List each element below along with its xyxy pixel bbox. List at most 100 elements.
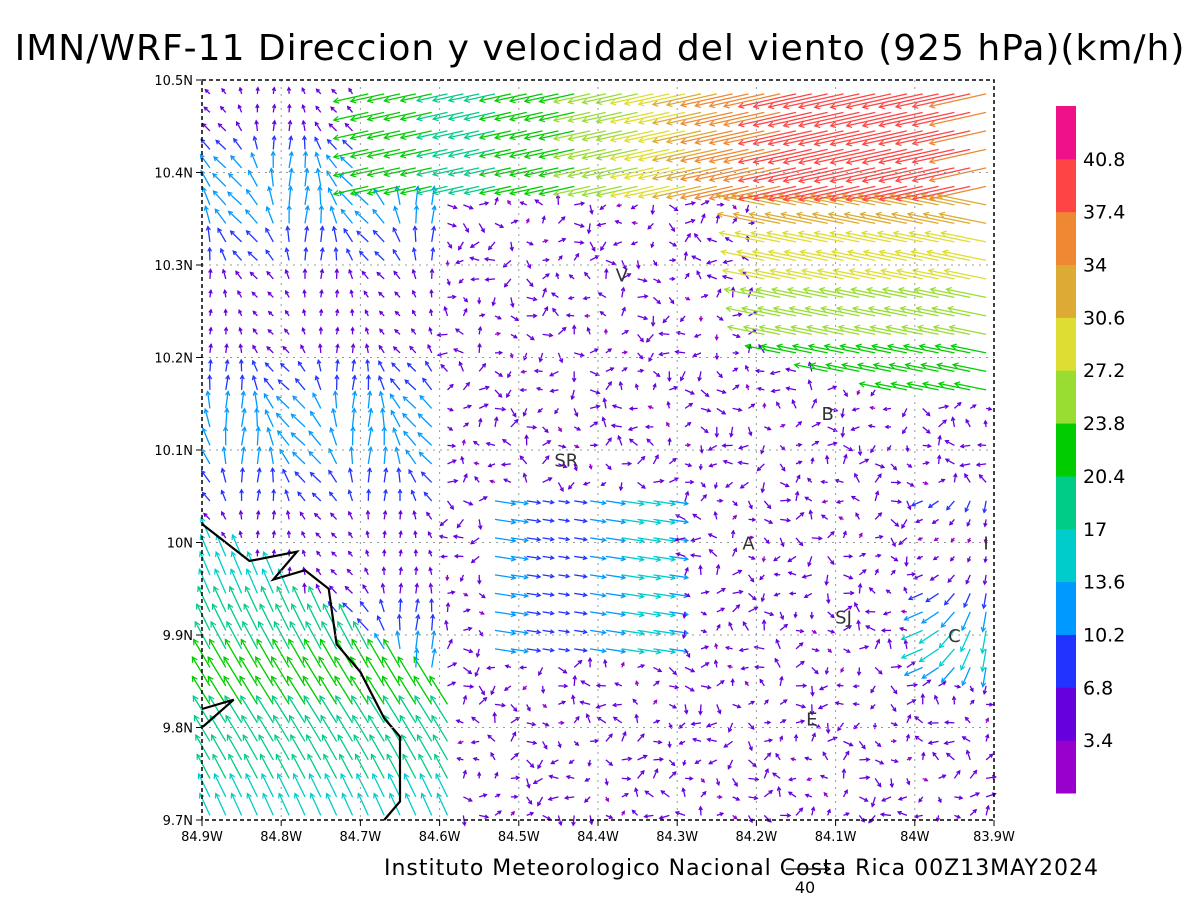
wind-arrow: [779, 537, 785, 547]
wind-arrow-head: [752, 139, 760, 147]
wind-arrow: [538, 667, 544, 676]
wind-arrow-head: [907, 505, 912, 511]
wind-arrow: [213, 773, 227, 798]
wind-arrow: [423, 491, 433, 502]
wind-arrow-head: [980, 682, 987, 688]
wind-arrow-head: [670, 611, 677, 618]
wind-arrow: [400, 185, 432, 194]
wind-arrow: [902, 326, 939, 336]
wind-arrow: [215, 793, 227, 816]
wind-arrow-head: [752, 158, 760, 165]
wind-arrow-head: [532, 296, 538, 302]
wind-arrow-head: [282, 468, 287, 474]
wind-arrow-head: [706, 237, 712, 243]
wind-arrow-head: [565, 592, 571, 597]
wind-arrow: [739, 648, 749, 652]
wind-arrow: [588, 223, 591, 234]
wind-arrow-head: [412, 225, 418, 231]
wind-arrow-head: [706, 274, 712, 279]
wind-arrow: [478, 519, 482, 530]
wind-arrow-head: [601, 648, 607, 654]
wind-arrow-head: [403, 430, 409, 436]
wind-arrow-head: [775, 638, 780, 644]
wind-arrow-head: [397, 597, 403, 603]
wind-arrow-head: [733, 501, 738, 507]
wind-arrow: [827, 593, 830, 603]
wind-arrow-head: [319, 225, 325, 231]
wind-arrow-head: [238, 358, 244, 364]
wind-arrow-head: [761, 558, 766, 563]
wind-arrow: [385, 734, 401, 761]
wind-arrow-head: [760, 343, 767, 350]
wind-arrow-head: [386, 753, 393, 760]
wind-arrow-head: [717, 709, 722, 715]
wind-arrow-head: [392, 427, 398, 433]
wind-arrow-head: [565, 518, 571, 523]
wind-arrow-head: [205, 225, 211, 231]
wind-arrow-head: [307, 753, 313, 760]
wind-arrow: [488, 241, 496, 250]
wind-arrow-head: [825, 192, 833, 200]
wind-arrow-head: [766, 720, 772, 725]
wind-arrow: [526, 333, 535, 341]
wind-arrow: [691, 537, 702, 542]
wind-arrow-head: [379, 328, 384, 333]
wind-arrow: [340, 156, 353, 169]
wind-arrow: [436, 793, 449, 816]
wind-arrow: [763, 500, 772, 509]
wind-arrow: [941, 666, 955, 683]
wind-arrow: [692, 738, 702, 743]
wind-arrow: [431, 226, 435, 243]
wind-arrow: [886, 326, 923, 336]
wind-arrow-head: [255, 425, 261, 432]
wind-arrow: [700, 407, 711, 412]
wind-arrow-head: [890, 211, 898, 219]
wind-arrow: [487, 666, 496, 669]
wind-arrow: [666, 167, 717, 180]
wind-arrow-head: [545, 257, 550, 263]
wind-arrow: [222, 269, 227, 280]
wind-arrow: [393, 270, 401, 280]
wind-arrow-head: [251, 359, 257, 365]
wind-arrow-head: [271, 119, 277, 125]
wind-arrow: [891, 382, 923, 391]
wind-arrow-head: [195, 733, 201, 741]
wind-arrow-head: [689, 687, 695, 692]
wind-arrow-head: [772, 305, 780, 313]
x-tick-label: 84.8W: [260, 830, 302, 845]
wind-arrow: [605, 555, 626, 560]
wind-arrow: [278, 569, 290, 594]
wind-arrow-head: [567, 98, 574, 105]
wind-arrow-head: [413, 656, 420, 663]
wind-arrow: [431, 247, 434, 261]
wind-arrow: [280, 363, 290, 372]
wind-arrow-head: [696, 270, 701, 275]
y-tick-label: 10.4N: [154, 167, 193, 182]
wind-arrow-head: [203, 512, 208, 518]
wind-arrow: [637, 611, 661, 617]
wind-arrow-head: [399, 189, 407, 196]
wind-arrow-head: [446, 281, 451, 286]
wind-arrow-head: [567, 172, 574, 179]
wind-arrow-head: [721, 274, 727, 280]
wind-arrow: [929, 130, 987, 145]
wind-arrow-head: [788, 591, 794, 596]
wind-arrow: [414, 226, 417, 242]
wind-arrow: [795, 720, 805, 724]
wind-arrow: [485, 258, 496, 262]
wind-arrow: [315, 152, 322, 169]
wind-arrow-head: [510, 648, 517, 655]
wind-arrow: [432, 167, 464, 176]
wind-arrow: [699, 806, 702, 816]
wind-arrow-head: [545, 273, 550, 278]
wind-arrow-head: [328, 447, 334, 454]
wind-arrow: [223, 676, 243, 705]
wind-arrow-head: [896, 480, 902, 485]
wind-arrow: [684, 402, 693, 409]
wind-arrow: [888, 639, 892, 650]
wind-arrow-head: [473, 461, 478, 466]
wind-arrow-head: [692, 513, 697, 518]
wind-arrow-head: [691, 255, 696, 260]
wind-arrow: [335, 695, 354, 724]
wind-arrow-head: [781, 467, 786, 472]
